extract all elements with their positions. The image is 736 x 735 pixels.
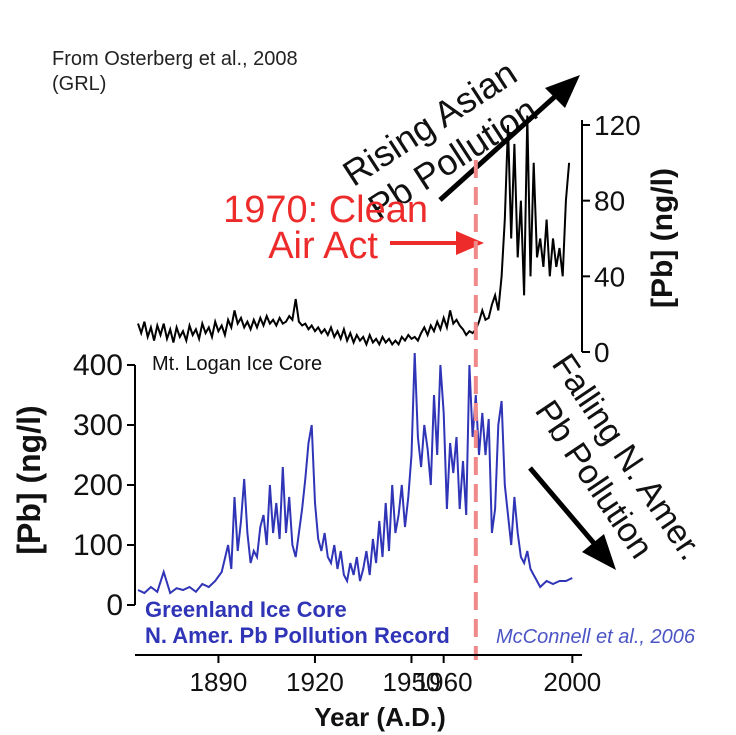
x-tick-label: 1950 bbox=[383, 667, 441, 697]
mt-logan-label: Mt. Logan Ice Core bbox=[152, 353, 322, 375]
greenland-series bbox=[137, 352, 573, 595]
mt-logan-y-axis: 0 40 80 120 bbox=[581, 110, 641, 368]
rising-arrow bbox=[438, 75, 580, 202]
greenland-y-label: [Pb] (ng/l) bbox=[11, 405, 47, 554]
greenland-y-tick-label: 100 bbox=[73, 529, 123, 562]
mt-logan-series bbox=[137, 115, 571, 348]
greenland-line bbox=[137, 352, 573, 595]
mt-logan-y-tick-label: 0 bbox=[594, 337, 610, 368]
x-axis-label: Year (A.D.) bbox=[314, 702, 446, 732]
mt-logan-y-tick-label: 120 bbox=[594, 110, 641, 141]
mt-logan-line bbox=[137, 115, 571, 348]
clean-air-line2: Air Act bbox=[268, 225, 378, 267]
greenland-label-line1: Greenland Ice Core bbox=[145, 597, 347, 622]
clean-air-line1: 1970: Clean bbox=[223, 189, 428, 231]
source-bottom: McConnell et al., 2006 bbox=[496, 626, 696, 648]
falling-annotation: Falling N. Amer. Pb Pollution bbox=[527, 347, 710, 567]
x-tick-label: 1890 bbox=[190, 667, 248, 697]
greenland-y-tick-label: 400 bbox=[73, 349, 123, 382]
mt-logan-y-tick-label: 40 bbox=[594, 261, 625, 292]
greenland-y-axis: 0 100 200 300 400 bbox=[73, 349, 136, 622]
x-tick-label: 2000 bbox=[543, 667, 601, 697]
clean-air-arrow bbox=[390, 231, 484, 255]
mt-logan-y-tick-label: 80 bbox=[594, 186, 625, 217]
source-top-line2: (GRL) bbox=[52, 73, 106, 95]
greenland-y-tick-label: 0 bbox=[106, 589, 123, 622]
greenland-label-line2: N. Amer. Pb Pollution Record bbox=[145, 623, 450, 648]
falling-arrow bbox=[528, 466, 616, 570]
x-tick-label: 1960 bbox=[415, 667, 473, 697]
mt-logan-y-label: [Pb] (ng/l) bbox=[646, 168, 679, 308]
greenland-y-tick-label: 200 bbox=[73, 469, 123, 502]
x-tick-label: 1920 bbox=[286, 667, 344, 697]
greenland-y-tick-label: 300 bbox=[73, 409, 123, 442]
source-top-line1: From Osterberg et al., 2008 bbox=[52, 48, 298, 70]
